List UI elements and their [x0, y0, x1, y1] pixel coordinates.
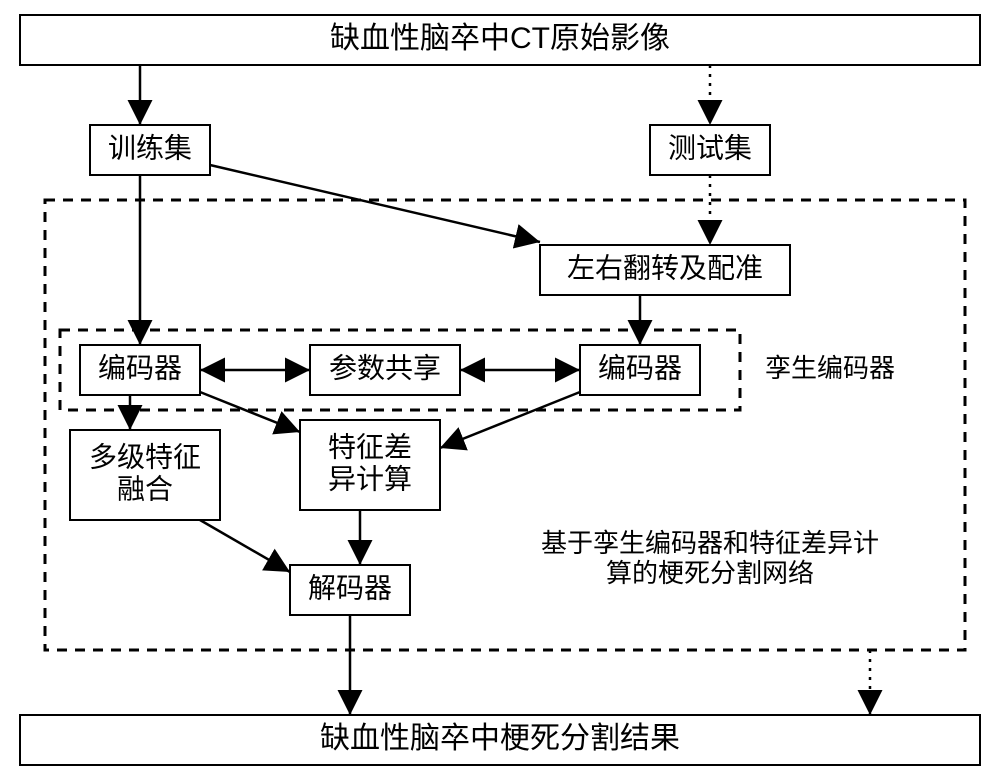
label-net_lbl-0: 基于孪生编码器和特征差异计: [541, 528, 879, 558]
label-diff-0: 特征差: [328, 431, 412, 462]
arrow-multi-dec: [200, 520, 290, 572]
label-enc2: 编码器: [598, 352, 682, 383]
label-test: 测试集: [668, 132, 752, 163]
label-train: 训练集: [108, 132, 192, 163]
arrow-train-flip: [210, 165, 540, 242]
label-top: 缺血性脑卒中CT原始影像: [330, 22, 670, 55]
label-share: 参数共享: [329, 352, 441, 383]
arrow-enc1-diff: [200, 392, 300, 432]
dashed-outer: [45, 200, 965, 650]
label-decoder: 解码器: [308, 572, 392, 603]
label-enc1: 编码器: [98, 352, 182, 383]
label-flip: 左右翻转及配准: [567, 252, 763, 283]
label-diff-1: 异计算: [328, 463, 412, 494]
label-multi-1: 融合: [117, 473, 173, 504]
label-bottom: 缺血性脑卒中梗死分割结果: [320, 722, 680, 755]
label-siamese_lbl: 孪生编码器: [765, 353, 895, 383]
label-multi-0: 多级特征: [89, 441, 201, 472]
arrow-enc2-diff: [440, 392, 580, 448]
label-net_lbl-1: 算的梗死分割网络: [606, 558, 814, 588]
